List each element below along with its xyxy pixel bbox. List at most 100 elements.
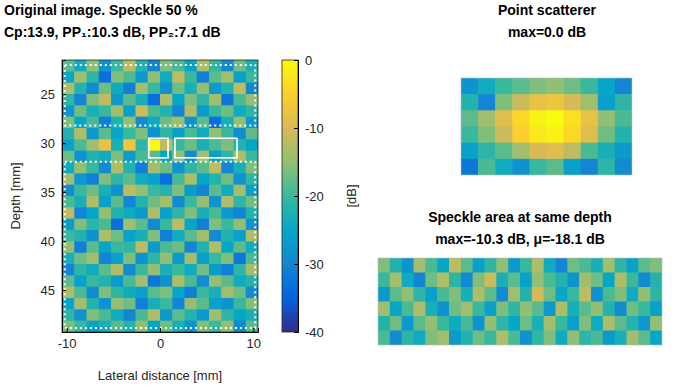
heatmap-cell [414, 287, 426, 302]
heatmap-cell [581, 127, 599, 144]
heatmap-cell [123, 196, 136, 208]
inset-subtitle: max=0.0 dB [508, 24, 586, 40]
heatmap-cell [74, 207, 87, 219]
heatmap-cell [209, 139, 222, 151]
heatmap-cell [437, 331, 449, 346]
heatmap-cell [221, 241, 234, 253]
heatmap-cell [221, 309, 234, 321]
heatmap-cell [87, 275, 100, 287]
heatmap-cell [547, 110, 565, 127]
heatmap-cell [87, 128, 100, 140]
heatmap-cell [111, 173, 124, 185]
heatmap-cell [87, 241, 100, 253]
heatmap-cell [197, 253, 210, 265]
heatmap-cell [197, 173, 210, 185]
heatmap-cell [544, 273, 556, 288]
heatmap-cell [567, 258, 579, 273]
heatmap-cell [160, 94, 173, 106]
heatmap-cell [496, 273, 508, 288]
heatmap-cell [547, 143, 565, 160]
heatmap-cell [221, 105, 234, 117]
heatmap-cell [185, 275, 198, 287]
heatmap-cell [615, 78, 632, 95]
heatmap-cell [185, 139, 198, 151]
heatmap-cell [111, 241, 124, 253]
heatmap-cell [591, 287, 603, 302]
colorbar-tick: -10 [294, 121, 324, 136]
heatmap-cell [111, 71, 124, 83]
heatmap-cell [234, 241, 247, 253]
title: Original image. Speckle 50 % [4, 2, 198, 18]
heatmap-cell [160, 60, 173, 72]
heatmap-cell [74, 309, 87, 321]
heatmap-cell [485, 287, 497, 302]
colorbar-tick-label: -20 [305, 189, 324, 204]
heatmap-cell [234, 264, 247, 276]
heatmap-cell [461, 78, 479, 95]
heatmap-cell [136, 83, 149, 95]
heatmap-cell [603, 287, 615, 302]
heatmap-cell [185, 264, 198, 276]
heatmap-cell [402, 273, 414, 288]
heatmap-cell [148, 253, 161, 265]
heatmap-cell [615, 159, 632, 175]
heatmap-cell [461, 159, 479, 175]
x-tick: -10 [58, 328, 77, 351]
heatmap-cell [185, 185, 198, 197]
heatmap-cell [221, 298, 234, 310]
heatmap-cell [209, 287, 222, 299]
heatmap-cell [74, 71, 87, 83]
heatmap-cell [414, 273, 426, 288]
heatmap-cell [74, 173, 87, 185]
heatmap-cell [615, 94, 632, 111]
heatmap-cell [556, 287, 568, 302]
y-tick-mark [62, 241, 66, 242]
heatmap-cell [449, 331, 461, 346]
heatmap-cell [148, 321, 161, 332]
heatmap-cell [627, 287, 639, 302]
heatmap-cell [461, 331, 473, 346]
heatmap-cell [172, 275, 185, 287]
colorbar-tick-label: -30 [305, 257, 324, 272]
heatmap-cell [99, 230, 112, 242]
heatmap-cell [185, 173, 198, 185]
heatmap-cell [136, 173, 149, 185]
heatmap-cell [547, 94, 565, 111]
heatmap-cell [172, 185, 185, 197]
heatmap-cell [197, 309, 210, 321]
heatmap-cell [74, 298, 87, 310]
heatmap-cell [591, 302, 603, 317]
heatmap-cell [136, 287, 149, 299]
heatmap-cell [111, 128, 124, 140]
heatmap-cell [185, 162, 198, 174]
heatmap-cell [209, 264, 222, 276]
heatmap-cell [87, 151, 100, 163]
heatmap-cell [449, 302, 461, 317]
heatmap-cell [234, 71, 247, 83]
heatmap-cell [87, 71, 100, 83]
heatmap-cell [136, 275, 149, 287]
heatmap-cell [579, 273, 591, 288]
heatmap-cell [136, 94, 149, 106]
heatmap-cell [598, 159, 616, 175]
heatmap-cell [485, 316, 497, 331]
heatmap-cell [615, 316, 627, 331]
heatmap-cell [209, 207, 222, 219]
heatmap-cell [111, 94, 124, 106]
heatmap-cell [136, 230, 149, 242]
heatmap-cell [234, 94, 247, 106]
heatmap-cell [414, 316, 426, 331]
heatmap-cell [556, 331, 568, 346]
heatmap-cell [172, 83, 185, 95]
heatmap-cell [185, 196, 198, 208]
heatmap-cell [197, 264, 210, 276]
heatmap-cell [160, 321, 173, 332]
heatmap-cell [123, 128, 136, 140]
heatmap-cell [579, 287, 591, 302]
heatmap-cell [172, 60, 185, 72]
heatmap-cell [544, 331, 556, 346]
heatmap-cell [556, 273, 568, 288]
heatmap-cell [123, 60, 136, 72]
heatmap-cell [603, 273, 615, 288]
heatmap-cell [62, 321, 75, 332]
